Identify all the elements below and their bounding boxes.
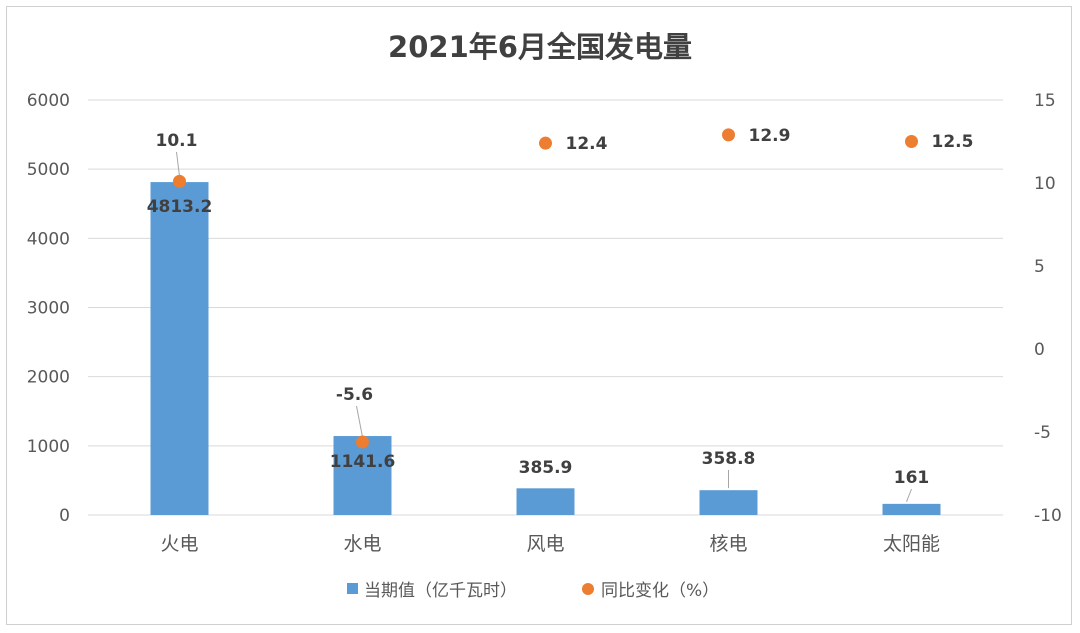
scatter-point: [722, 128, 735, 142]
right-axis-tick-label: 15: [1034, 91, 1056, 111]
bar-data-label: 385.9: [519, 458, 573, 478]
right-axis-tick-label: -5: [1034, 423, 1051, 443]
left-axis-tick-label: 3000: [27, 299, 70, 319]
category-label: 风电: [526, 533, 564, 555]
leader-line: [906, 488, 912, 503]
legend-bar-label: 当期值（亿千瓦时）: [364, 581, 517, 601]
right-axis-tick-label: 0: [1034, 340, 1045, 360]
legend: 当期值（亿千瓦时） 同比变化（%）: [347, 581, 719, 601]
scatter-point: [356, 435, 369, 449]
leader-line: [356, 405, 363, 438]
point-data-label: 12.4: [566, 134, 608, 154]
left-axis-tick-label: 5000: [27, 160, 70, 180]
scatter-point: [539, 136, 552, 150]
right-axis-ticks: -10 -5 0 5 10 15: [1034, 91, 1062, 526]
scatter-series: 10.1 -5.6 12.4 12.9 12.5: [156, 126, 974, 449]
left-axis-tick-label: 0: [59, 506, 70, 526]
right-axis-tick-label: 5: [1034, 257, 1045, 277]
gridlines: [88, 99, 1003, 516]
scatter-point: [905, 135, 918, 148]
category-label: 核电: [709, 533, 747, 555]
bar: [699, 490, 758, 515]
left-axis-tick-label: 2000: [27, 368, 70, 388]
bar: [516, 488, 575, 515]
left-axis-tick-label: 1000: [27, 437, 70, 457]
left-axis-tick-label: 6000: [27, 91, 70, 111]
category-label: 太阳能: [883, 533, 940, 555]
legend-bar-swatch: [347, 583, 358, 594]
point-data-label: 10.1: [156, 131, 198, 151]
left-axis-tick-label: 4000: [27, 229, 70, 249]
category-labels: 火电 水电 风电 核电 太阳能: [160, 533, 940, 555]
legend-dot-swatch: [582, 583, 594, 595]
right-axis-tick-label: 10: [1034, 174, 1056, 194]
bar: [150, 182, 209, 515]
bar: [882, 503, 941, 515]
legend-dot-label: 同比变化（%）: [601, 581, 719, 601]
bar-series: 4813.2 1141.6 385.9 358.8 161: [147, 182, 941, 515]
right-axis-tick-label: -10: [1034, 506, 1062, 526]
point-data-label: 12.9: [749, 126, 791, 146]
leader-line: [176, 151, 180, 177]
point-data-label: -5.6: [336, 385, 373, 405]
left-axis-ticks: 0 1000 2000 3000 4000 5000 6000: [27, 91, 70, 526]
category-label: 火电: [160, 533, 198, 555]
bar-data-label: 4813.2: [147, 197, 213, 217]
bar-data-label: 358.8: [702, 449, 756, 469]
leader-lines: [176, 151, 912, 503]
bar-data-label: 1141.6: [330, 452, 396, 472]
bar: [333, 436, 392, 515]
bar-data-label: 161: [894, 468, 930, 488]
scatter-point: [173, 174, 186, 188]
chart-title: 2021年6月全国发电量: [388, 30, 692, 64]
category-label: 水电: [343, 533, 381, 555]
point-data-label: 12.5: [932, 132, 974, 152]
